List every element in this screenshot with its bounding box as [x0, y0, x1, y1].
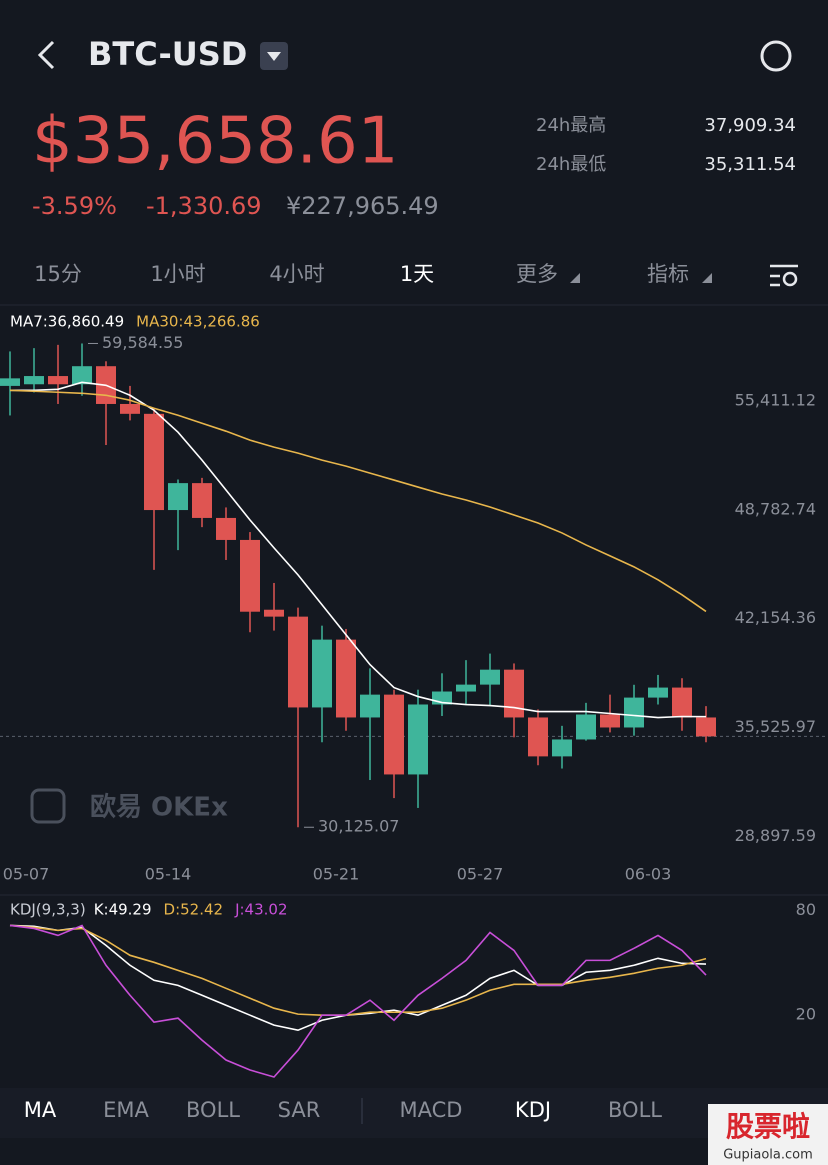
candle-body: [24, 376, 44, 385]
x-tick-label: 06-03: [625, 865, 672, 884]
y-tick-label: 80: [796, 900, 816, 919]
line-series: [9, 924, 707, 1078]
y-tick-label: 20: [796, 1005, 816, 1024]
x-tick-label: 05-21: [313, 865, 360, 884]
min-label: 30,125.07: [318, 817, 399, 836]
indicator-tab[interactable]: 指标: [647, 262, 689, 286]
indicator-title: KDJ(9,3,3): [10, 901, 86, 919]
more-tab[interactable]: 更多: [516, 262, 558, 286]
period-tab[interactable]: 15分: [34, 262, 82, 286]
candle-body: [0, 378, 20, 386]
y-tick-label: 42,154.36: [735, 608, 816, 627]
watermark: 欧易 OKEx: [90, 792, 228, 823]
candle-body: [312, 639, 332, 708]
refresh-icon[interactable]: [760, 40, 792, 72]
candle-body: [72, 366, 92, 385]
legend-entry: D:52.42: [164, 901, 224, 919]
badge-title: 股票啦: [726, 1110, 810, 1143]
price-cny: ¥227,965.49: [286, 192, 439, 220]
candle-body: [456, 684, 476, 692]
y-tick-label: 28,897.59: [735, 826, 816, 845]
candle-body: [144, 413, 164, 511]
watermark-icon: [30, 788, 66, 824]
tab-arrow: [702, 273, 712, 283]
candle-body: [408, 704, 428, 775]
dropdown-arrow: [267, 52, 281, 61]
indicator-tab-active[interactable]: KDJ: [515, 1098, 551, 1122]
candle-body: [624, 697, 644, 728]
indicator-tab-active[interactable]: MA: [24, 1098, 57, 1122]
candle-body: [384, 694, 404, 775]
y-tick-label: 35,525.97: [735, 717, 816, 736]
candle-body: [120, 403, 140, 414]
candle-body: [192, 483, 212, 518]
candle-body: [600, 714, 620, 728]
candle-body: [552, 739, 572, 757]
candle-body: [528, 717, 548, 757]
tab-arrow: [570, 273, 580, 283]
indicator-tab[interactable]: EMA: [103, 1098, 149, 1122]
legend-entry: MA7:36,860.49: [10, 313, 124, 331]
x-tick-label: 05-27: [457, 865, 504, 884]
indicator-tab[interactable]: BOLL: [608, 1098, 662, 1122]
indicator-tab[interactable]: SAR: [278, 1098, 321, 1122]
candle-body: [240, 539, 260, 612]
y-tick-label: 55,411.12: [735, 390, 816, 409]
symbol[interactable]: BTC-USD: [88, 35, 247, 73]
indicator-tab[interactable]: BOLL: [186, 1098, 240, 1122]
candle-body: [264, 609, 284, 617]
high-label: 24h最高: [536, 115, 606, 136]
candle-body: [336, 639, 356, 718]
candle-body: [288, 616, 308, 708]
candle-body: [48, 376, 68, 385]
max-label: 59,584.55: [102, 333, 183, 352]
y-tick-label: 48,782.74: [735, 499, 816, 518]
line-series: [9, 924, 707, 1016]
back-icon[interactable]: [37, 40, 55, 70]
legend-entry: MA30:43,266.86: [136, 313, 260, 331]
candle-body: [672, 687, 692, 718]
charts: 55,411.12 48,782.74 42,154.36 35,525.97 28,8…: [0, 313, 828, 1078]
line-series: [9, 389, 707, 613]
candle-body: [504, 669, 524, 718]
period-tab[interactable]: 1小时: [150, 262, 205, 286]
legend-entry: J:43.02: [234, 901, 287, 919]
candle-body: [168, 483, 188, 511]
badge: [708, 1104, 828, 1165]
candle-body: [576, 714, 596, 740]
indicator-bar: [0, 1088, 828, 1138]
low: 35,311.54: [704, 154, 796, 175]
x-tick-label: 05-14: [145, 865, 192, 884]
price: $35,658.61: [32, 105, 398, 179]
high: 37,909.34: [704, 115, 796, 136]
candle-body: [216, 517, 236, 540]
period-tab-active[interactable]: 1天: [400, 262, 434, 286]
candle-body: [480, 669, 500, 685]
x-tick-label: 05-07: [3, 865, 50, 884]
candle-body: [696, 717, 716, 737]
low-label: 24h最低: [536, 154, 606, 175]
period-tab[interactable]: 4小时: [269, 262, 324, 286]
candle-body: [360, 694, 380, 718]
indicator-tab[interactable]: MACD: [400, 1098, 463, 1122]
legend-entry: K:49.29: [94, 901, 152, 919]
change: -1,330.69: [146, 192, 262, 220]
change-pct: -3.59%: [32, 192, 117, 220]
settings-icon[interactable]: [770, 264, 798, 287]
line-series: [10, 381, 707, 719]
candle-body: [648, 687, 668, 698]
badge-url: Gupiaola.com: [723, 1148, 813, 1163]
